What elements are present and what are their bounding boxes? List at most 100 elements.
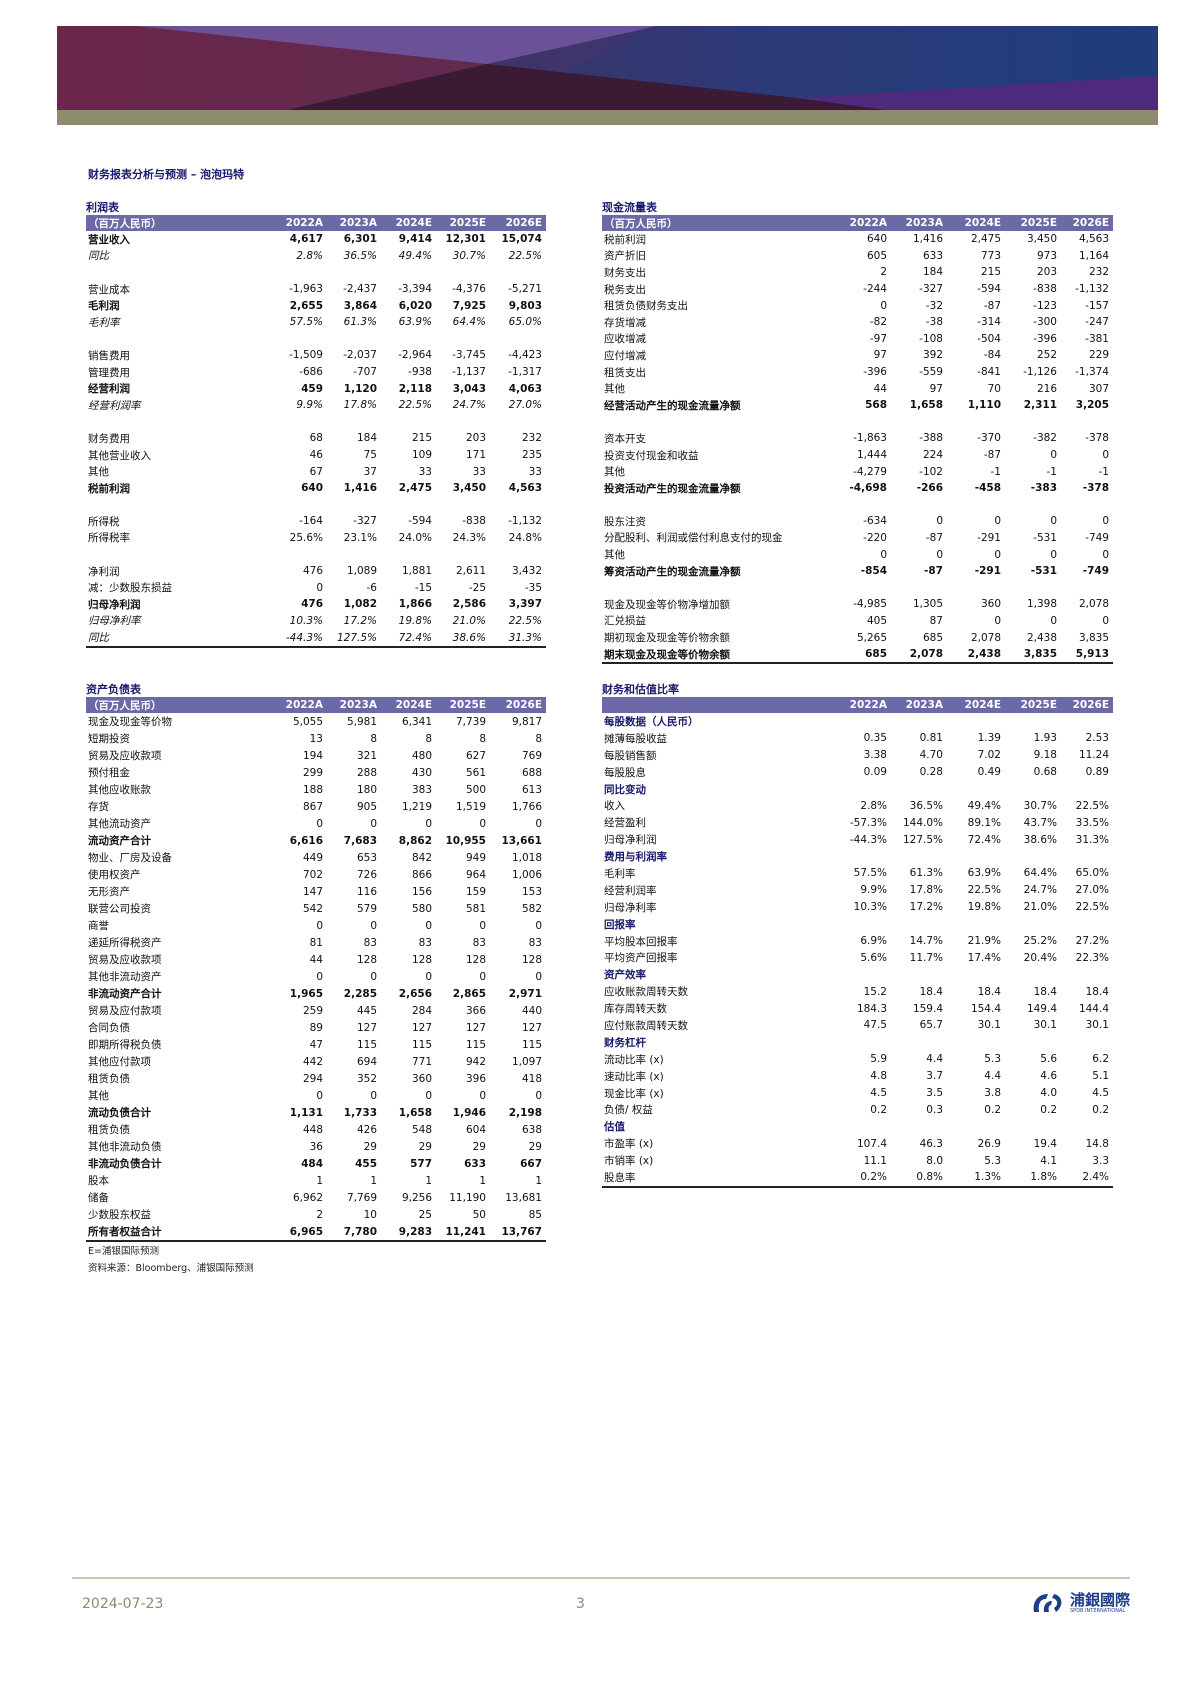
row-value: 3,205 <box>1075 399 1109 412</box>
table-row: 其他应付款项 442 694 771 942 1,097 <box>86 1053 546 1070</box>
row-value: 30.7% <box>1023 799 1057 812</box>
row-value: 252 <box>1036 349 1057 362</box>
row-value: 24.7% <box>452 399 486 412</box>
row-value: -4,698 <box>849 482 887 495</box>
blank-row <box>86 546 546 563</box>
row-value: 2.4% <box>1082 1171 1109 1184</box>
row-value: 18.4 <box>1085 985 1109 998</box>
row-value: 19.8% <box>967 901 1001 914</box>
table-row: 归母净利率 10.3% 17.2% 19.8% 21.0% 22.5% <box>86 613 546 630</box>
year-header: 2023A <box>339 699 377 711</box>
row-value: 949 <box>465 851 486 864</box>
table-row: 租赁负债财务支出 0 -32 -87 -123 -157 <box>602 297 1113 314</box>
row-value: 87 <box>929 614 943 627</box>
row-value: 0 <box>425 970 432 983</box>
row-value: 115 <box>465 1038 486 1051</box>
row-label: 物业、厂房及设备 <box>88 852 172 864</box>
row-label: 非流动负债合计 <box>88 1158 162 1170</box>
row-value: 11.7% <box>909 951 943 964</box>
row-label: 平均资产回报率 <box>604 952 678 965</box>
row-label: 其他 <box>604 383 625 396</box>
table-row: 汇兑损益 405 87 0 0 0 <box>602 613 1113 630</box>
row-value: 224 <box>922 449 943 462</box>
row-value: 568 <box>865 399 887 412</box>
row-value: 0 <box>425 1089 432 1102</box>
row-value: 3,450 <box>452 482 486 495</box>
row-value: 72.4% <box>398 631 432 644</box>
row-value: 8 <box>535 732 542 745</box>
row-value: 17.8% <box>909 884 943 897</box>
table-row: 每股数据（人民币） <box>602 713 1113 730</box>
row-value: 396 <box>465 1072 486 1085</box>
row-value: 128 <box>465 953 486 966</box>
row-value: 2,865 <box>452 987 486 1000</box>
row-value: 46 <box>309 449 323 462</box>
row-value: -1 <box>1046 465 1057 478</box>
table-row: 资产效率 <box>602 966 1113 983</box>
row-value: 6,962 <box>292 1191 323 1204</box>
row-value: 2,118 <box>398 382 432 395</box>
row-label: 净利润 <box>88 565 120 578</box>
row-label: 商誉 <box>88 920 109 932</box>
row-value: 773 <box>980 249 1001 262</box>
row-value: 11.1 <box>863 1154 887 1167</box>
row-label: 平均股本回报率 <box>604 935 678 948</box>
year-header: 2026E <box>505 699 542 711</box>
row-value: 1,082 <box>343 598 377 611</box>
blank-row <box>86 414 546 431</box>
table-row: 股本 1 1 1 1 1 <box>86 1172 546 1189</box>
table-row: 投资支付现金和收益 1,444 224 -87 0 0 <box>602 447 1113 464</box>
row-value: -854 <box>860 565 887 578</box>
row-value: 0 <box>994 614 1001 627</box>
row-value: 548 <box>411 1123 432 1136</box>
year-header: 2024E <box>395 699 432 711</box>
row-value: 36 <box>309 1140 323 1153</box>
row-value: 1.3% <box>974 1171 1001 1184</box>
row-value: 85 <box>528 1208 542 1221</box>
row-value: 235 <box>521 449 542 462</box>
row-value: 116 <box>356 885 377 898</box>
row-value: 127.5% <box>902 833 943 846</box>
row-value: 500 <box>465 783 486 796</box>
row-value: 33 <box>418 465 432 478</box>
row-value: -102 <box>919 465 943 478</box>
income-header-row: （百万人民币） 2022A 2023A 2024E 2025E 2026E <box>86 215 546 231</box>
row-value: -634 <box>863 515 887 528</box>
year-header: 2023A <box>905 699 943 711</box>
source-note: 资料来源：Bloomberg、浦银国际预测 <box>88 1263 254 1274</box>
row-value: -38 <box>925 316 943 329</box>
row-value: 83 <box>418 936 432 949</box>
row-value: 2,586 <box>452 598 486 611</box>
row-value: -686 <box>299 366 323 379</box>
row-value: 3,397 <box>508 598 542 611</box>
row-value: 17.2% <box>909 901 943 914</box>
row-value: 448 <box>302 1123 323 1136</box>
row-value: 21.0% <box>452 614 486 627</box>
row-value: 440 <box>521 1004 542 1017</box>
row-value: 0.28 <box>919 766 943 779</box>
row-value: 24.8% <box>508 531 542 544</box>
row-label: 财务费用 <box>88 432 130 445</box>
row-value: 9,803 <box>508 299 542 312</box>
row-value: 7,769 <box>346 1191 377 1204</box>
table-row: 贸易及应付款项 259 445 284 366 440 <box>86 1002 546 1019</box>
table-row: 非流动负债合计 484 455 577 633 667 <box>86 1155 546 1172</box>
row-value: 13 <box>309 732 323 745</box>
row-value: -1,963 <box>289 283 323 296</box>
row-value: 0 <box>370 817 377 830</box>
row-value: 4.8 <box>870 1070 887 1083</box>
row-value: 36.5% <box>909 799 943 812</box>
row-value: 1 <box>370 1174 377 1187</box>
row-label: 存货 <box>88 801 109 813</box>
row-label: 经营盈利 <box>604 817 646 830</box>
row-value: 33 <box>528 465 542 478</box>
row-value: 29 <box>418 1140 432 1153</box>
row-label: 市销率 (x) <box>604 1155 654 1168</box>
row-value: 1,018 <box>511 851 542 864</box>
row-value: 2.8% <box>296 249 323 262</box>
row-label: 市盈率 (x) <box>604 1138 654 1151</box>
row-value: 29 <box>472 1140 486 1153</box>
row-value: 127 <box>521 1021 542 1034</box>
row-value: 13,661 <box>501 834 542 847</box>
row-value: 65.7 <box>919 1019 943 1032</box>
